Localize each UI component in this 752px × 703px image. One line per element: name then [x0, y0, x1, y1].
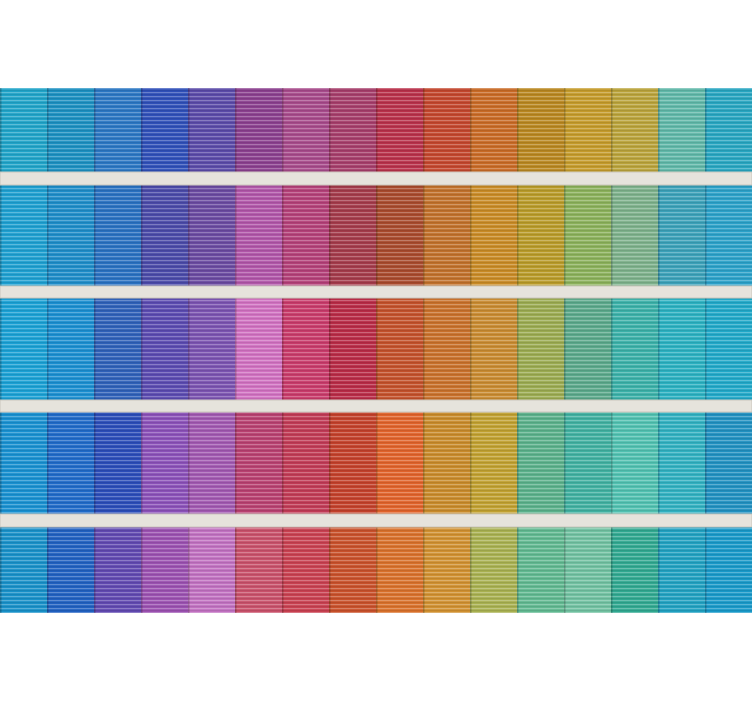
concrete-band: [0, 399, 752, 413]
concrete-band: [0, 285, 752, 299]
concrete-band: [0, 171, 752, 186]
mullion-texture: [0, 88, 752, 613]
concrete-band: [0, 513, 752, 528]
concrete-bands: [0, 171, 752, 528]
